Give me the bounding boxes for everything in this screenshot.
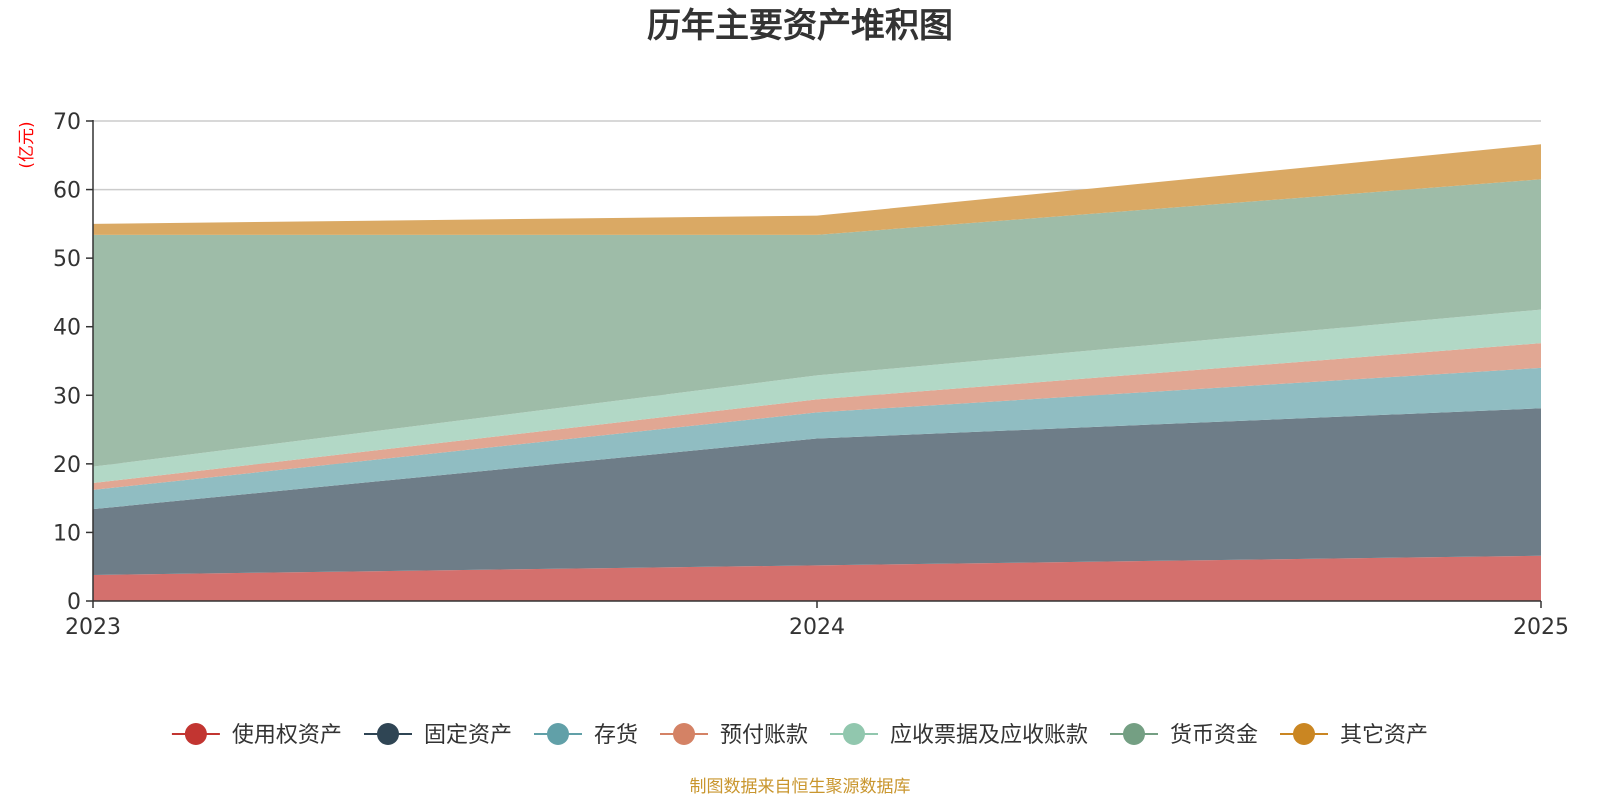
area-series-2: [93, 408, 1541, 575]
legend-circle-marker: [1293, 723, 1315, 745]
legend-label: 存货: [594, 723, 638, 748]
x-tick-label: 2024: [789, 615, 845, 640]
y-tick-label: 70: [53, 110, 81, 135]
y-tick-label: 40: [53, 316, 81, 341]
area-series-3: [93, 367, 1541, 510]
axes: [86, 120, 1542, 608]
legend-item[interactable]: 存货: [534, 723, 638, 748]
tick-labels: 0 10 20 30 40 50 60 70 2023 2024 2025: [53, 110, 1569, 640]
legend-label: 预付账款: [720, 723, 808, 748]
area-series-1: [93, 555, 1541, 601]
legend-circle-marker: [843, 723, 865, 745]
legend-item[interactable]: 其它资产: [1280, 723, 1428, 748]
legend-item[interactable]: 使用权资产: [171, 723, 342, 748]
chart-title: 历年主要资产堆积图: [647, 6, 953, 46]
legend-circle-marker: [547, 723, 569, 745]
legend-label: 固定资产: [424, 723, 512, 748]
y-tick-label: 20: [53, 453, 81, 478]
area-series-5: [93, 309, 1541, 484]
legend: 使用权资产 固定资产 存货 预付账款 应收票据及应收账款 货币资金 其它资产: [171, 723, 1428, 748]
y-tick-label: 10: [53, 521, 81, 546]
legend-circle-marker: [184, 723, 207, 745]
legend-item[interactable]: 货币资金: [1110, 723, 1258, 748]
area-series-7: [93, 144, 1541, 235]
x-tick-label: 2025: [1513, 615, 1569, 640]
y-tick-label: 0: [67, 590, 81, 615]
legend-circle-marker: [377, 723, 399, 745]
data-source-note: 制图数据来自恒生聚源数据库: [690, 777, 911, 797]
legend-circle-marker: [1123, 723, 1145, 745]
y-axis-label: (亿元): [17, 121, 37, 168]
legend-label: 其它资产: [1340, 723, 1428, 748]
y-tick-label: 50: [53, 247, 81, 272]
legend-label: 应收票据及应收账款: [890, 723, 1088, 748]
legend-label: 货币资金: [1170, 723, 1258, 748]
area-series-4: [93, 343, 1541, 490]
legend-circle-marker: [673, 723, 695, 745]
legend-item[interactable]: 预付账款: [660, 723, 808, 748]
y-tick-label: 30: [53, 384, 81, 409]
x-tick-label: 2023: [65, 615, 121, 640]
legend-label: 使用权资产: [232, 723, 342, 748]
area-series-6: [93, 179, 1541, 467]
area-series: [93, 144, 1541, 601]
legend-item[interactable]: 固定资产: [364, 723, 512, 748]
y-tick-label: 60: [53, 179, 81, 204]
legend-item[interactable]: 应收票据及应收账款: [830, 723, 1088, 748]
